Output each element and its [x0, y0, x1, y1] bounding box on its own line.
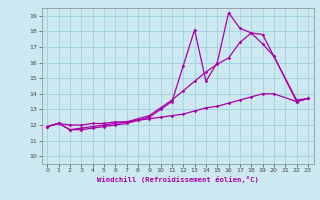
X-axis label: Windchill (Refroidissement éolien,°C): Windchill (Refroidissement éolien,°C)	[97, 176, 259, 183]
